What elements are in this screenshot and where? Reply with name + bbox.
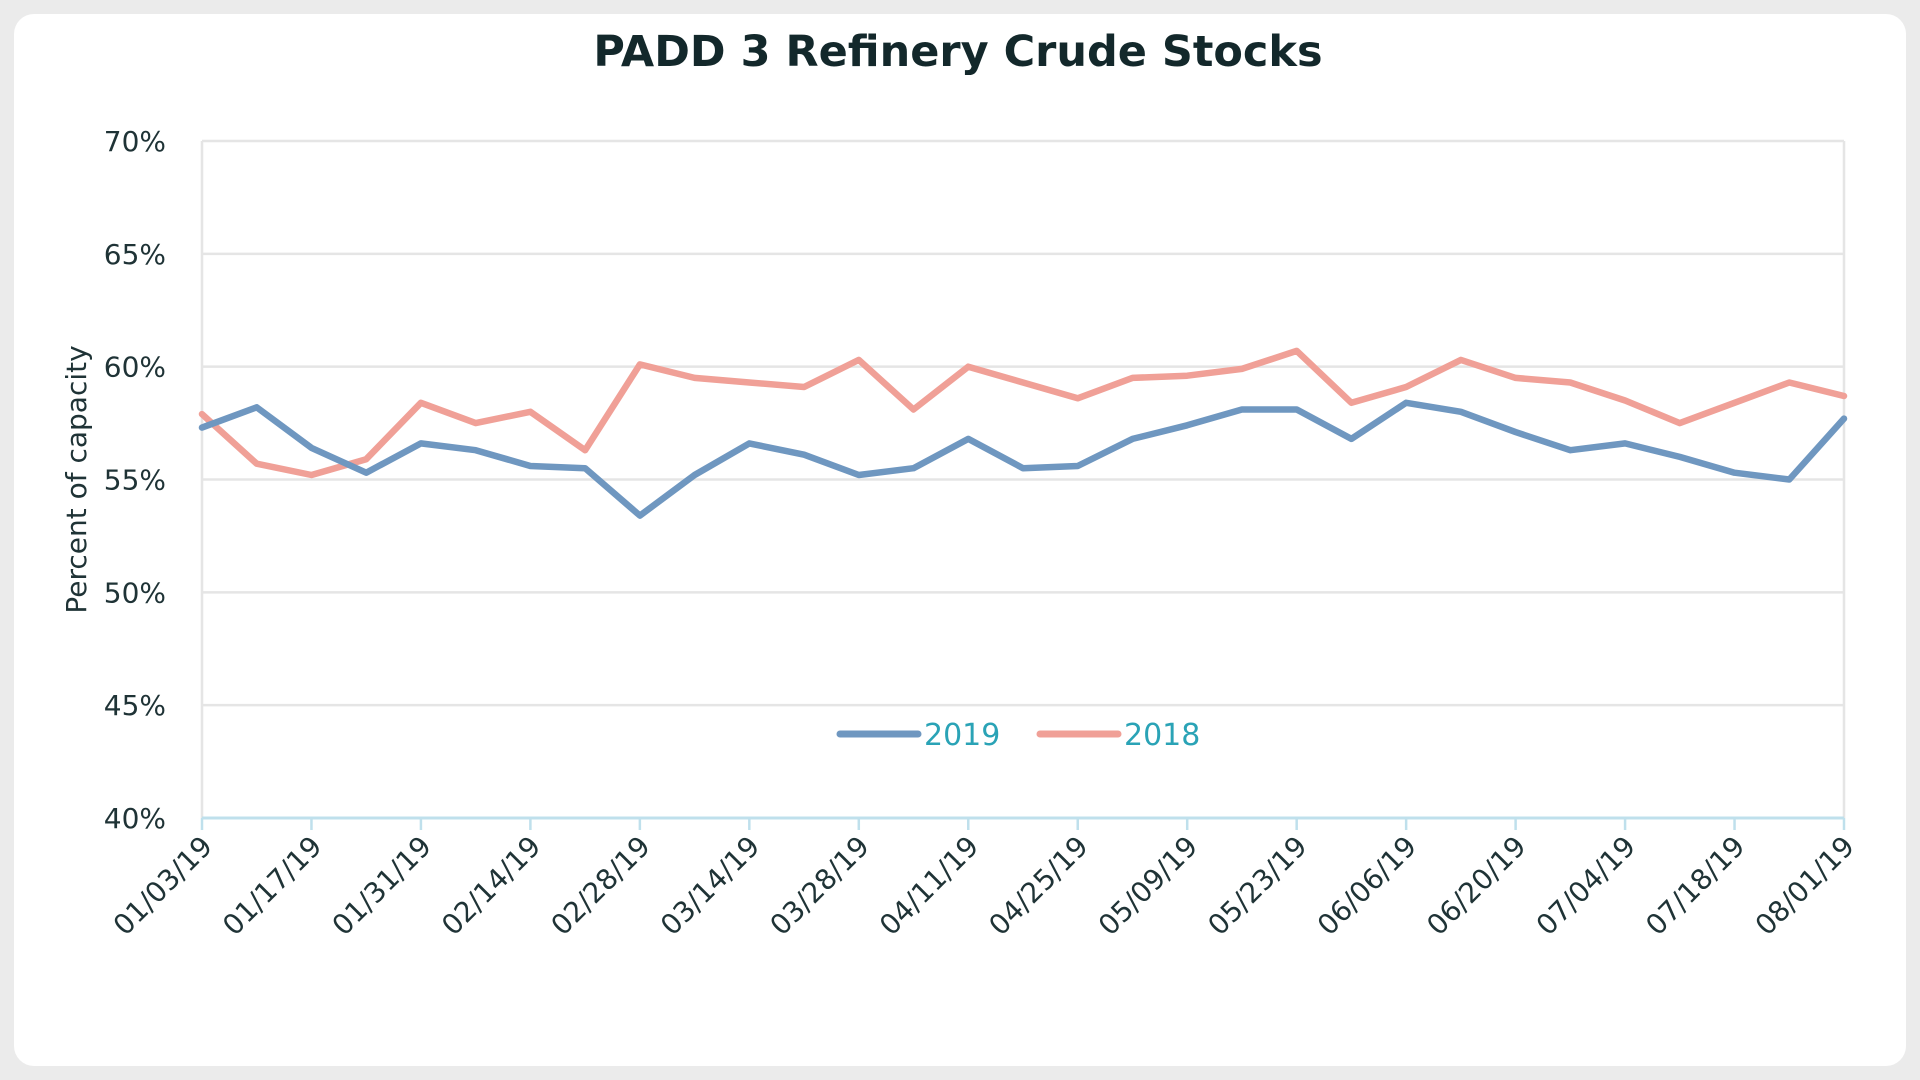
x-tick-label: 04/25/19 xyxy=(982,830,1094,942)
legend: 2019 2018 xyxy=(836,718,1200,753)
x-tick-label: 02/14/19 xyxy=(435,830,547,942)
y-tick-label: 50% xyxy=(104,576,166,609)
x-tick-label: 05/09/19 xyxy=(1092,830,1204,942)
chart-card: PADD 3 Refinery Crude Stocks Percent of … xyxy=(14,14,1906,1066)
x-tick-label: 07/04/19 xyxy=(1530,830,1642,942)
x-tick-label: 07/18/19 xyxy=(1639,830,1751,942)
x-tick-label: 08/01/19 xyxy=(1749,830,1861,942)
x-tick-label: 02/28/19 xyxy=(545,830,657,942)
x-tick-label: 04/11/19 xyxy=(873,830,985,942)
line-chart: PADD 3 Refinery Crude Stocks Percent of … xyxy=(60,27,1861,942)
x-tick-label: 06/06/19 xyxy=(1311,830,1423,942)
x-tick-label: 03/14/19 xyxy=(654,830,766,942)
series-line-2018 xyxy=(198,347,1848,479)
y-tick-label: 65% xyxy=(104,238,166,271)
y-tick-label: 45% xyxy=(104,689,166,722)
legend-label: 2018 xyxy=(1124,718,1200,753)
series-line-2019 xyxy=(198,399,1848,519)
y-tick-label: 70% xyxy=(104,125,166,158)
gridlines xyxy=(200,139,1846,820)
x-tick-label: 01/17/19 xyxy=(216,830,328,942)
x-axis-ticks: 01/03/1901/17/1901/31/1902/14/1902/28/19… xyxy=(107,818,1861,942)
legend-label: 2019 xyxy=(924,718,1000,753)
chart-title: PADD 3 Refinery Crude Stocks xyxy=(593,27,1322,77)
x-tick-label: 01/31/19 xyxy=(326,830,438,942)
x-tick-label: 06/20/19 xyxy=(1420,830,1532,942)
x-tick-label: 03/28/19 xyxy=(763,830,875,942)
y-axis-title: Percent of capacity xyxy=(60,345,93,613)
y-axis-ticks: 40% 45% 50% 55% 60% 65% 70% xyxy=(104,125,166,835)
x-tick-label: 01/03/19 xyxy=(107,830,219,942)
series-lines xyxy=(198,347,1848,519)
y-tick-label: 55% xyxy=(104,464,166,497)
y-tick-label: 40% xyxy=(104,802,166,835)
x-tick-label: 05/23/19 xyxy=(1201,830,1313,942)
y-tick-label: 60% xyxy=(104,351,166,384)
